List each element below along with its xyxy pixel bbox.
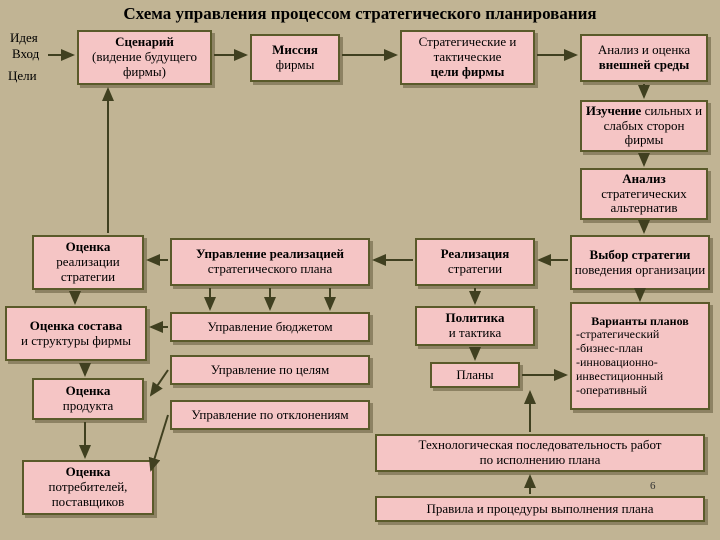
box-scenario: Сценарий (видение будущего фирмы) (77, 30, 212, 85)
box-tehposl-l1: Технологическая последовательность работ (419, 438, 662, 453)
box-variant-title: Варианты планов (591, 315, 689, 329)
box-ocenkaprod-title: Оценка (66, 384, 111, 399)
box-politika-sub: и тактика (449, 326, 502, 341)
box-realstrat-sub: стратегии (448, 262, 502, 277)
box-ocenkasost-sub: и структуры фирмы (21, 334, 131, 349)
label-vhod: Вход (12, 46, 39, 62)
box-variant-l3: -инновационно-инвестиционный (576, 356, 708, 384)
box-ocenkareal-sub: реализации стратегии (36, 255, 140, 285)
page-number: 6 (650, 480, 656, 492)
box-analiz-bold: внешней среды (599, 57, 690, 72)
box-ocenkapot-title: Оценка (66, 465, 111, 480)
box-uprreal-title: Управление реализацией (196, 247, 344, 262)
box-plany-text: Планы (456, 368, 493, 383)
box-ocenkaprod-sub: продукта (63, 399, 113, 414)
box-analizalt: Анализ стратегических альтернатив (580, 168, 708, 220)
box-vyborstrat-sub: поведения организации (575, 263, 705, 278)
box-vyborstrat-title: Выбор стратегии (590, 248, 691, 263)
box-tehposl: Технологическая последовательность работ… (375, 434, 705, 472)
box-ocenkapot-sub: потребителей, поставщиков (26, 480, 150, 510)
box-mission-sub: фирмы (276, 58, 315, 73)
box-mission-title: Миссия (272, 43, 318, 58)
box-stratceli-l1: Стратегические и (419, 35, 517, 50)
box-analiz: Анализ и оценка внешней среды (580, 34, 708, 82)
box-ocenkapot: Оценка потребителей, поставщиков (22, 460, 154, 515)
box-ocenkaprod: Оценка продукта (32, 378, 144, 420)
box-tehposl-l2: по исполнению плана (480, 453, 601, 468)
box-plany: Планы (430, 362, 520, 388)
box-stratceli-bold: цели фирмы (431, 64, 505, 79)
box-realstrat-title: Реализация (441, 247, 510, 262)
box-pravila-text: Правила и процедуры выполнения плана (426, 502, 653, 517)
box-realstrat: Реализация стратегии (415, 238, 535, 286)
box-uprcelyam-text: Управление по целям (211, 363, 330, 378)
box-variant-l4: -оперативный (576, 384, 708, 398)
box-izuch-bold: Изучение (586, 103, 641, 118)
box-uprbudget: Управление бюджетом (170, 312, 370, 342)
box-ocenkasost-title: Оценка состава (30, 319, 123, 334)
box-analizalt-title: Анализ (622, 172, 666, 187)
box-stratceli-l2: тактические (434, 50, 502, 65)
box-variant-l2: -бизнес-план (576, 342, 708, 356)
box-ocenkareal: Оценка реализации стратегии (32, 235, 144, 290)
box-scenario-sub: (видение будущего фирмы) (81, 50, 208, 80)
box-politika: Политика и тактика (415, 306, 535, 346)
box-scenario-title: Сценарий (115, 35, 174, 50)
box-vyborstrat: Выбор стратегии поведения организации (570, 235, 710, 290)
box-uprreal: Управление реализацией стратегического п… (170, 238, 370, 286)
box-ocenkasost: Оценка состава и структуры фирмы (5, 306, 147, 361)
box-politika-title: Политика (446, 311, 505, 326)
diagram-title: Схема управления процессом стратегическо… (0, 4, 720, 24)
box-mission: Миссия фирмы (250, 34, 340, 82)
box-uprotkl: Управление по отклонениям (170, 400, 370, 430)
box-uprcelyam: Управление по целям (170, 355, 370, 385)
box-ocenkareal-title: Оценка (66, 240, 111, 255)
box-uprreal-sub: стратегического плана (208, 262, 333, 277)
box-variant-l1: -стратегический (576, 328, 708, 342)
box-uprbudget-text: Управление бюджетом (207, 320, 332, 335)
box-analiz-l1: Анализ и оценка (598, 43, 690, 58)
box-uprotkl-text: Управление по отклонениям (191, 408, 348, 423)
box-stratceli: Стратегические и тактические цели фирмы (400, 30, 535, 85)
box-pravila: Правила и процедуры выполнения плана (375, 496, 705, 522)
box-variant: Варианты планов -стратегический -бизнес-… (570, 302, 710, 410)
box-analizalt-sub: стратегических альтернатив (584, 187, 704, 217)
label-celi: Цели (8, 68, 37, 84)
box-izuch: Изучение сильных и слабых сторон фирмы (580, 100, 708, 152)
label-idea: Идея (10, 30, 38, 46)
